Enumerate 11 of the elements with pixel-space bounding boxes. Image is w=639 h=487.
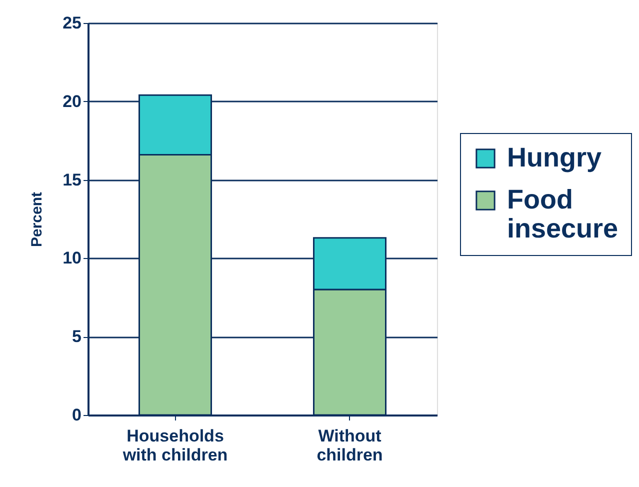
y-axis-title: Percent [28, 192, 46, 248]
y-tick-label: 20 [62, 92, 82, 111]
y-tick-label: 15 [62, 170, 82, 190]
x-tick-label: Without children [316, 426, 383, 464]
y-tick-label: 5 [72, 327, 82, 346]
y-tick-label: 25 [62, 14, 82, 32]
y-tick-label: 0 [72, 406, 82, 424]
legend-label: Hungry [507, 142, 602, 172]
legend-label: Food insecure [507, 184, 618, 244]
y-tick-label: 10 [62, 248, 82, 268]
x-tick-label: Households with children [122, 426, 228, 464]
